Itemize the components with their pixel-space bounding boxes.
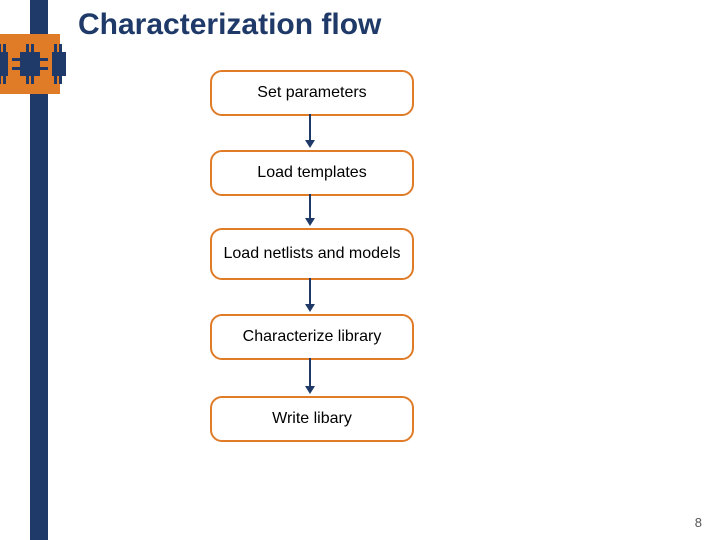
logo-tick xyxy=(12,67,20,70)
page-number: 8 xyxy=(695,515,702,530)
arrow-head-icon xyxy=(305,140,315,148)
flow-node-label: Load netlists and models xyxy=(224,245,401,263)
logo-tick xyxy=(54,44,57,52)
logo-tick xyxy=(3,76,6,84)
flow-node-label: Write libary xyxy=(272,410,352,428)
logo-tick xyxy=(0,44,1,52)
flow-node: Write libary xyxy=(210,396,414,442)
logo-block xyxy=(0,34,60,94)
logo-tick xyxy=(31,44,34,52)
flow-arrow xyxy=(309,278,311,304)
arrow-head-icon xyxy=(305,218,315,226)
arrow-head-icon xyxy=(305,386,315,394)
flow-node-label: Characterize library xyxy=(243,328,382,346)
flow-arrow xyxy=(309,358,311,386)
logo-tick xyxy=(40,58,48,61)
flow-node: Characterize library xyxy=(210,314,414,360)
flow-arrow xyxy=(309,114,311,140)
slide-title: Characterization flow xyxy=(78,8,381,42)
logo-tick xyxy=(40,67,48,70)
flow-node: Load netlists and models xyxy=(210,228,414,280)
flow-node: Set parameters xyxy=(210,70,414,116)
flow-node-label: Set parameters xyxy=(257,84,366,102)
logo-chip-left xyxy=(0,52,8,76)
logo-tick xyxy=(26,44,29,52)
logo-tick xyxy=(54,76,57,84)
logo-tick xyxy=(12,58,20,61)
logo-tick xyxy=(3,44,6,52)
logo-tick xyxy=(26,76,29,84)
logo-tick xyxy=(59,76,62,84)
flow-arrow xyxy=(309,194,311,218)
flow-node-label: Load templates xyxy=(257,164,366,182)
logo-tick xyxy=(31,76,34,84)
arrow-head-icon xyxy=(305,304,315,312)
logo-tick xyxy=(59,44,62,52)
flow-node: Load templates xyxy=(210,150,414,196)
logo-chip-right xyxy=(52,52,66,76)
logo-tick xyxy=(0,76,1,84)
logo-chip-center xyxy=(20,52,40,76)
